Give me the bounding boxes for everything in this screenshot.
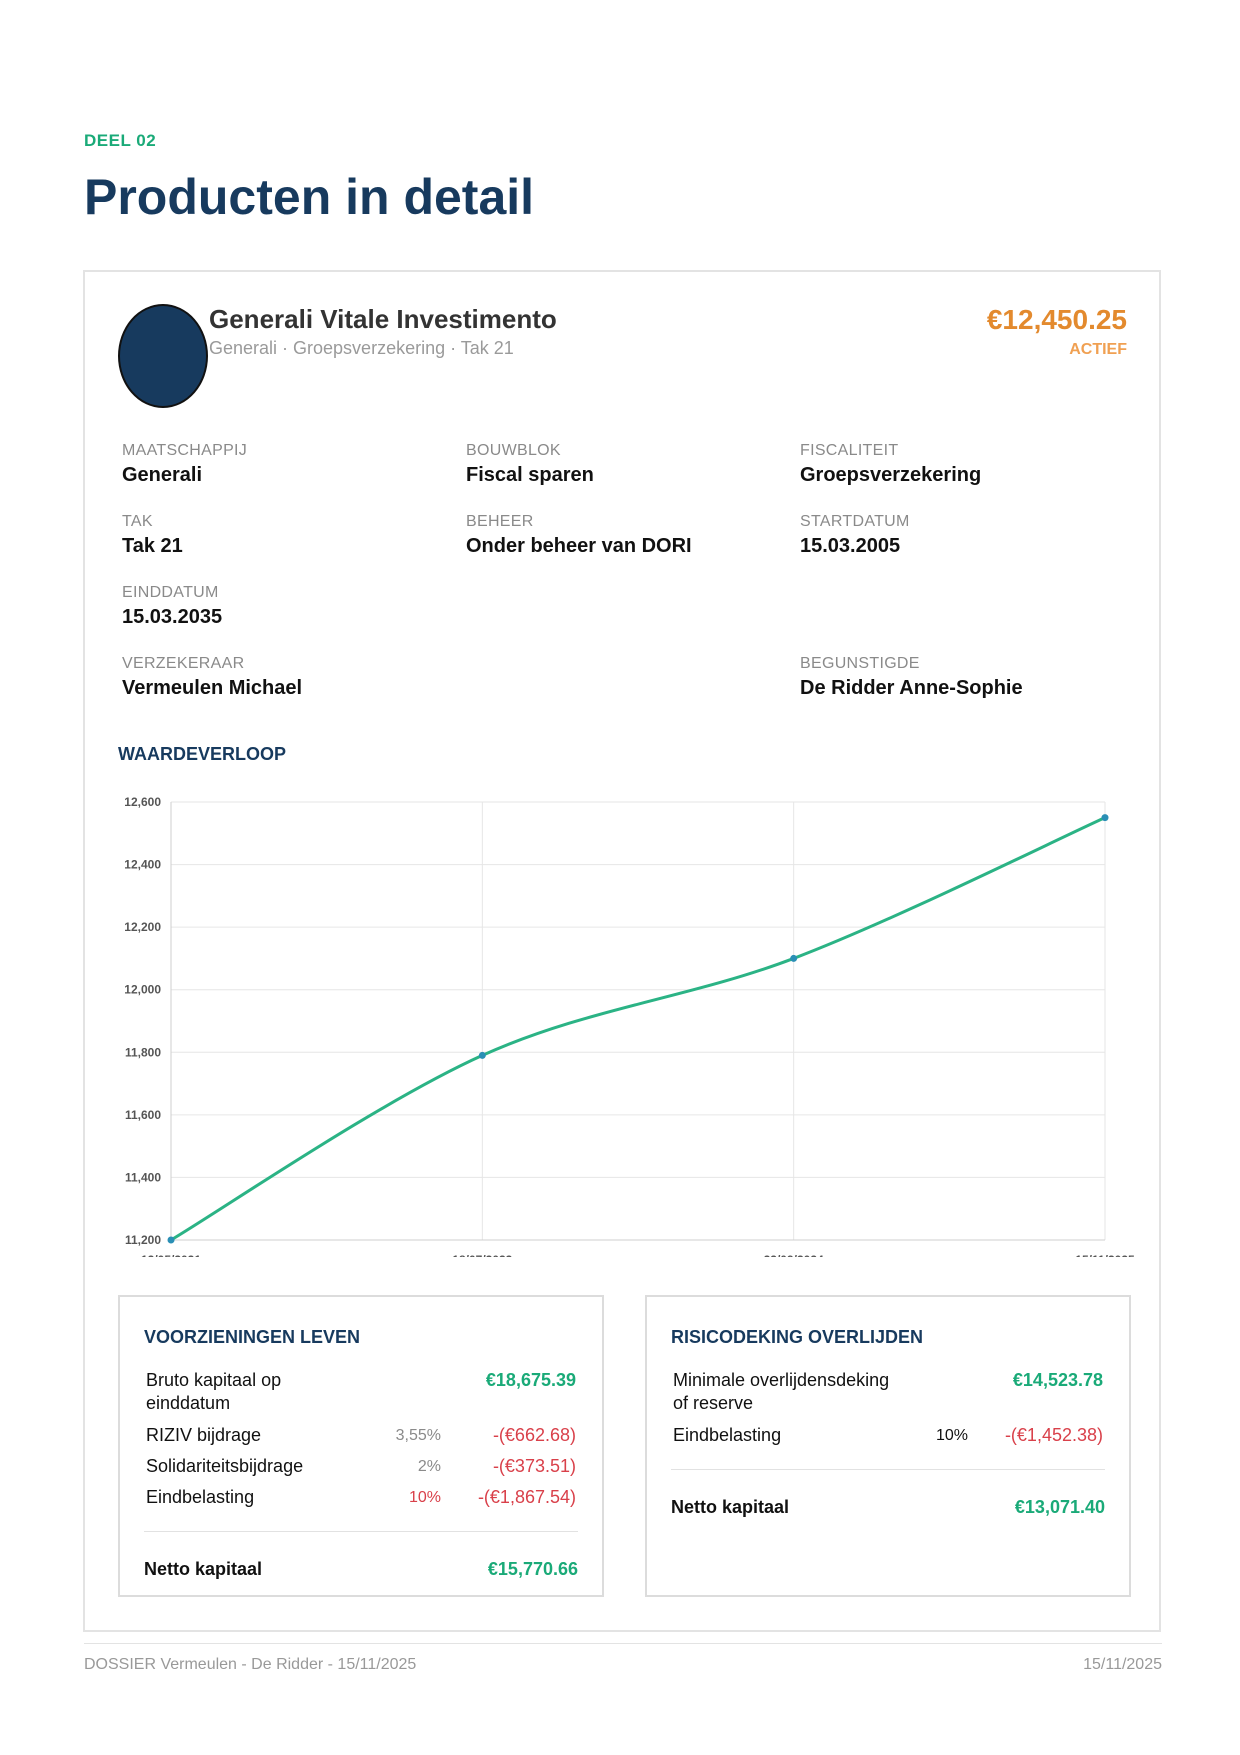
chart-title: WAARDEVERLOOP	[118, 744, 287, 764]
table-row: RIZIV bijdrage 3,55% -(€662.68)	[146, 1424, 576, 1452]
row-label-line: Solidariteitsbijdrage	[146, 1456, 304, 1476]
row-label: RIZIV bijdrage	[146, 1424, 261, 1447]
field-fiscaliteit: FISCALITEIT Groepsverzekering	[800, 442, 981, 487]
row-percentage: 10%	[408, 1489, 441, 1506]
row-percentage: 10%	[935, 1427, 968, 1444]
y-tick-label: 11,400	[125, 1170, 161, 1184]
row-percentage: 3,55%	[395, 1427, 441, 1444]
field-begunstigde: BEGUNSTIGDE De Ridder Anne-Sophie	[800, 655, 1023, 700]
y-tick-label: 12,600	[124, 795, 161, 809]
y-tick-label: 11,200	[125, 1233, 161, 1247]
row-amount: €14,523.78	[1012, 1370, 1103, 1390]
field-value: Generali	[122, 464, 203, 486]
data-point	[478, 1051, 486, 1059]
row-label-line: of reserve	[673, 1393, 754, 1413]
row-label-line: Eindbelasting	[673, 1425, 782, 1445]
y-tick-label: 11,800	[125, 1045, 161, 1059]
field-label: BEGUNSTIGDE	[800, 655, 920, 672]
page-title: Producten in detail	[84, 169, 535, 225]
life-provisions-box: VOORZIENINGEN LEVEN Bruto kapitaal op ein…	[118, 1295, 604, 1597]
table-row: Solidariteitsbijdrage 2% -(€373.51)	[146, 1455, 576, 1483]
row-label-line: einddatum	[146, 1393, 231, 1413]
row-label-line: Eindbelasting	[146, 1487, 255, 1507]
death-cover-box: RISICODEKING OVERLIJDEN Minimale overlij…	[645, 1295, 1131, 1597]
data-point	[1101, 814, 1109, 822]
field-value: Groepsverzekering	[800, 464, 982, 486]
row-amount: -(€1,867.54)	[477, 1487, 576, 1507]
y-tick-label: 11,600	[125, 1108, 161, 1122]
product-amount: €12,450.25	[986, 304, 1127, 335]
field-beheer: BEHEER Onder beheer van DORI	[466, 513, 692, 558]
field-startdatum: STARTDATUM 15.03.2005	[800, 513, 910, 558]
row-label: Eindbelasting	[146, 1486, 254, 1509]
table-row: Minimale overlijdensdeking of reserve €14,…	[673, 1369, 1103, 1413]
footer-date: 15/11/2025	[1083, 1656, 1162, 1673]
product-logo	[118, 304, 208, 408]
field-value: Tak 21	[122, 535, 183, 557]
field-label: FISCALITEIT	[800, 442, 899, 459]
total-label: Netto kapitaal	[671, 1497, 790, 1517]
row-amount: -(€1,452.38)	[1004, 1425, 1103, 1445]
series-line	[170, 816, 1106, 1242]
footer-dossier: DOSSIER Vermeulen - De Ridder - 15/11/20…	[84, 1656, 417, 1673]
row-label: Bruto kapitaal op einddatum	[146, 1369, 281, 1415]
field-tak: TAK Tak 21	[122, 513, 183, 558]
total-amount: €13,071.40	[1014, 1497, 1105, 1517]
total-divider	[671, 1469, 1105, 1470]
total-label: Netto kapitaal	[144, 1559, 263, 1579]
row-amount: -(€373.51)	[492, 1456, 576, 1476]
y-tick-label: 12,000	[124, 983, 161, 997]
total-amount: €15,770.66	[487, 1559, 578, 1579]
row-amount: €18,675.39	[485, 1370, 576, 1390]
field-value: Onder beheer van DORI	[466, 535, 692, 557]
field-bouwblok: BOUWBLOK Fiscal sparen	[466, 442, 594, 487]
table-row: Bruto kapitaal op einddatum €18,675.39	[146, 1369, 576, 1413]
footer-divider	[84, 1643, 1162, 1644]
row-label: Eindbelasting	[673, 1424, 781, 1447]
field-value: Vermeulen Michael	[122, 677, 303, 699]
row-amount: -(€662.68)	[492, 1425, 576, 1445]
death-cover-title: RISICODEKING OVERLIJDEN	[671, 1327, 924, 1347]
y-tick-label: 12,200	[124, 920, 161, 934]
product-subtitle: Generali · Groepsverzekering · Tak 21	[209, 338, 514, 358]
y-tick-label: 12,400	[124, 858, 161, 872]
life-provisions-title: VOORZIENINGEN LEVEN	[144, 1327, 361, 1347]
field-label: STARTDATUM	[800, 513, 910, 530]
field-verzekeraar: VERZEKERAAR Vermeulen Michael	[122, 655, 302, 700]
table-row: Eindbelasting 10% -(€1,452.38)	[673, 1424, 1103, 1452]
product-name: Generali Vitale Investimento	[209, 304, 557, 334]
x-tick-label: 12/05/2021	[141, 1253, 201, 1257]
value-chart: 11,200 11,400 11,600 11,800 12,000 12,200 12,4…	[124, 795, 1135, 1257]
field-value: 15.03.2035	[122, 606, 223, 628]
field-value: De Ridder Anne-Sophie	[800, 677, 1023, 699]
status-badge: ACTIEF	[1069, 341, 1127, 358]
field-label: BOUWBLOK	[466, 442, 561, 459]
field-label: TAK	[122, 513, 153, 530]
data-point	[790, 954, 798, 962]
field-label: BEHEER	[466, 513, 534, 530]
section-label: DEEL 02	[84, 131, 157, 150]
total-divider	[144, 1531, 578, 1532]
row-label: Minimale overlijdensdeking of reserve	[673, 1369, 889, 1415]
product-card: Generali Vitale Investimento Generali · …	[83, 270, 1161, 1632]
field-maatschappij: MAATSCHAPPIJ Generali	[122, 442, 247, 487]
x-tick-label: 18/07/2023	[452, 1253, 512, 1257]
row-label-line: RIZIV bijdrage	[146, 1425, 262, 1445]
table-row: Eindbelasting 10% -(€1,867.54)	[146, 1486, 576, 1514]
data-point	[167, 1236, 175, 1244]
row-label-line: Minimale overlijdensdeking	[673, 1370, 890, 1390]
field-einddatum: EINDDATUM 15.03.2035	[122, 584, 222, 629]
x-tick-label: 15/11/2025	[1075, 1253, 1135, 1257]
field-label: MAATSCHAPPIJ	[122, 442, 248, 459]
field-value: Fiscal sparen	[466, 464, 594, 486]
row-label: Solidariteitsbijdrage	[146, 1455, 303, 1478]
field-label: EINDDATUM	[122, 584, 219, 601]
row-label-line: Bruto kapitaal op	[146, 1370, 282, 1390]
row-percentage: 2%	[417, 1458, 441, 1475]
field-value: 15.03.2005	[800, 535, 901, 557]
x-tick-label: 22/09/2024	[764, 1253, 824, 1257]
field-label: VERZEKERAAR	[122, 655, 245, 672]
